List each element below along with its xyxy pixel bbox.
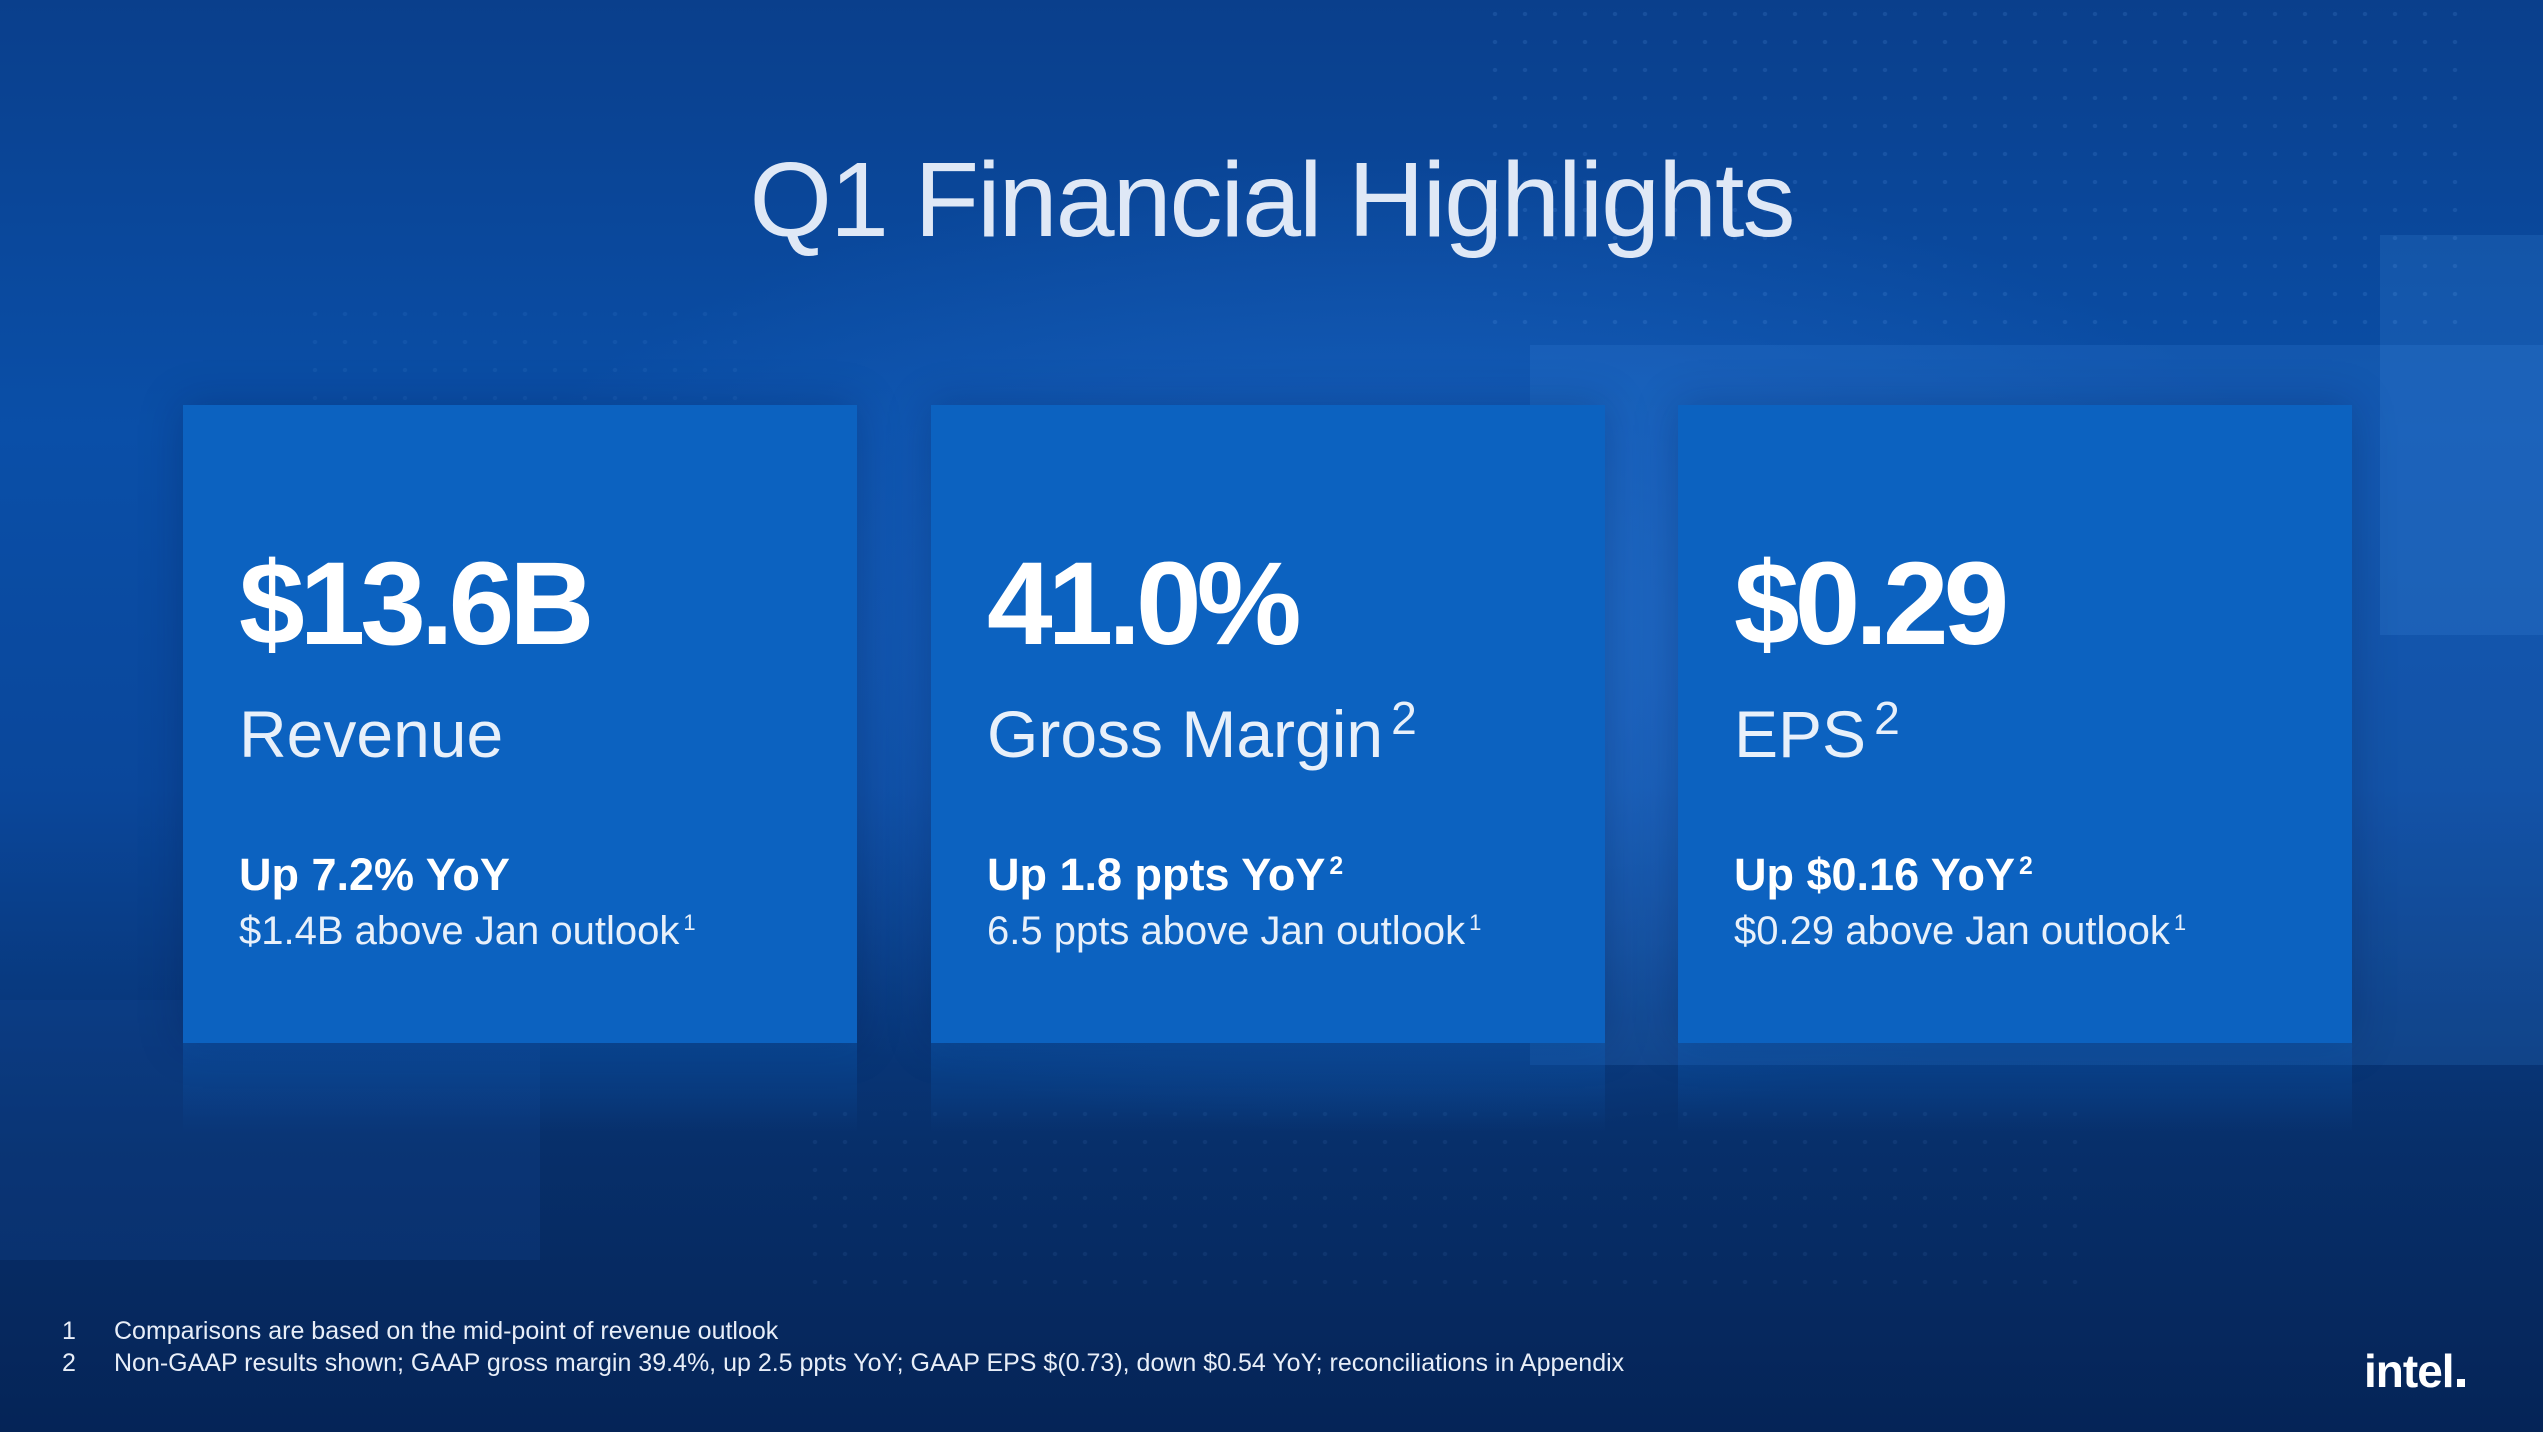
- bg-dot-grid: [1480, 0, 2480, 330]
- card-detail: 6.5 ppts above Jan outlook 1: [987, 911, 1481, 951]
- card-label: Gross Margin 2: [987, 695, 1417, 767]
- card-change: Up 7.2% YoY: [239, 852, 514, 897]
- card-reflection: [931, 1043, 1605, 1133]
- footnote-marker: 1: [2173, 909, 2187, 935]
- slide-title: Q1 Financial Highlights: [749, 141, 1796, 259]
- card-detail-text: $0.29 above Jan outlook: [1734, 909, 2170, 953]
- footnote-marker: 1: [1469, 909, 1482, 935]
- footnote-marker: 2: [1329, 853, 1344, 880]
- logo-dot: [2456, 1379, 2465, 1387]
- bg-block: [2380, 235, 2543, 635]
- logo-text: intel: [2364, 1345, 2455, 1397]
- footnote-number: 1: [62, 1317, 76, 1345]
- footnote: 2 Non-GAAP results shown; GAAP gross mar…: [62, 1347, 1624, 1379]
- card-change: Up $0.16 YoY 2: [1734, 852, 2033, 897]
- card-change: Up 1.8 ppts YoY 2: [987, 852, 1343, 897]
- card-change-text: Up 7.2% YoY: [239, 849, 510, 900]
- card-detail-text: 6.5 ppts above Jan outlook: [987, 909, 1466, 953]
- card-metric: 41.0%: [987, 538, 1302, 670]
- bg-dot-grid: [800, 1100, 2100, 1300]
- gross-margin-card: 41.0% Gross Margin 2 Up 1.8 ppts YoY 2 6.5…: [931, 405, 1605, 1043]
- card-label-text: Gross Margin: [987, 697, 1384, 771]
- footnote-number: 2: [62, 1349, 76, 1377]
- card-label-text: Revenue: [239, 697, 504, 771]
- card-change-text: Up $0.16 YoY: [1734, 849, 2015, 900]
- footnote-marker: 1: [683, 909, 696, 935]
- footnote-text: Non-GAAP results shown; GAAP gross margi…: [114, 1349, 1625, 1377]
- card-label: EPS 2: [1734, 695, 1900, 767]
- footnote-marker: 2: [1874, 692, 1900, 744]
- eps-card: $0.29 EPS 2 Up $0.16 YoY 2 $0.29 above Jan…: [1678, 405, 2352, 1043]
- card-metric: $0.29: [1734, 538, 2009, 670]
- footnote: 1 Comparisons are based on the mid-point…: [62, 1315, 1624, 1347]
- intel-logo: intel: [2364, 1348, 2465, 1394]
- footnote-text: Comparisons are based on the mid-point o…: [114, 1317, 779, 1345]
- revenue-card: $13.6B Revenue Up 7.2% YoY $1.4B above J…: [183, 405, 857, 1043]
- footnotes: 1 Comparisons are based on the mid-point…: [62, 1315, 1624, 1379]
- card-detail-text: $1.4B above Jan outlook: [239, 909, 680, 953]
- card-label-text: EPS: [1734, 697, 1867, 771]
- footnote-marker: 2: [2018, 853, 2033, 880]
- card-change-text: Up 1.8 ppts YoY: [987, 849, 1326, 900]
- card-metric: $13.6B: [239, 538, 595, 670]
- card-reflection: [1678, 1043, 2352, 1133]
- card-reflection: [183, 1043, 857, 1133]
- card-detail: $0.29 above Jan outlook 1: [1734, 911, 2186, 951]
- card-label: Revenue: [239, 701, 511, 767]
- card-detail: $1.4B above Jan outlook 1: [239, 911, 696, 951]
- bg-block: [0, 1000, 540, 1260]
- footnote-marker: 2: [1391, 692, 1417, 744]
